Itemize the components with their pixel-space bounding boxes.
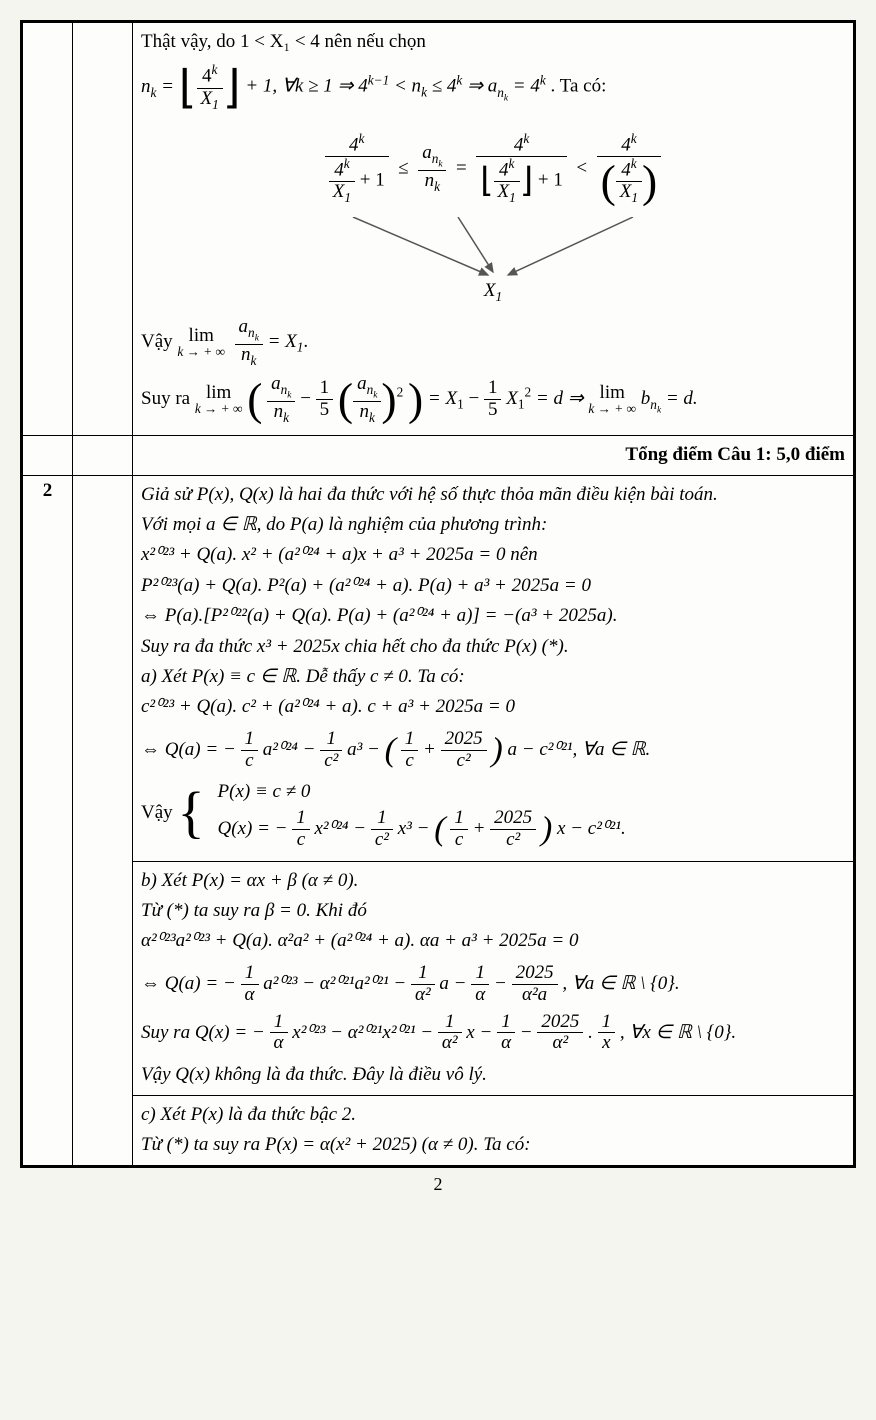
r2b-l6: Vậy Q(x) không là đa thức. Đây là điều v… [141, 1060, 845, 1090]
row2a-content: Giả sử P(x), Q(x) là hai đa thức với hệ … [133, 475, 854, 861]
row2-gap [73, 475, 133, 1165]
convergence-arrows [313, 217, 673, 297]
r2a-l5: ⇔ P(a).[P²⁰²²(a) + Q(a). P(a) + (a²⁰²⁴ +… [141, 601, 845, 631]
r2c-l2: Từ (*) ta suy ra P(x) = α(x² + 2025) (α … [141, 1130, 845, 1160]
r1-line2: nk = ⌊4kX1⌋ + 1, ∀k ≥ 1 ⇒ 4k−1 < nk ≤ 4k… [141, 63, 845, 112]
r2b-l1: b) Xét P(x) = αx + β (α ≠ 0). [141, 866, 845, 896]
r2c-l1: c) Xét P(x) là đa thức bậc 2. [141, 1100, 845, 1130]
r2a-l3: x²⁰²³ + Q(a). x² + (a²⁰²⁴ + a)x + a³ + 2… [141, 540, 845, 570]
row1-total: Tổng điểm Câu 1: 5,0 điểm [133, 436, 854, 475]
r2a-l4: P²⁰²³(a) + Q(a). P²(a) + (a²⁰²⁴ + a). P(… [141, 571, 845, 601]
r1-inequality-diagram: 4k 4kX1 + 1 ≤ ank nk = 4k ⌊4kX1⌋ + 1 < 4… [141, 132, 845, 307]
r1-vay-line: Vậy limk → + ∞ anknk = X1. [141, 317, 845, 368]
r2b-l2: Từ (*) ta suy ra β = 0. Khi đó [141, 896, 845, 926]
r2b-l4: ⇔ Q(a) = − 1α a²⁰²³ − α²⁰²¹a²⁰²¹ − 1α² a… [141, 963, 845, 1006]
solution-table: Thật vậy, do 1 < X₁ < 4 nên nếu chọn nk … [22, 22, 854, 1166]
row1b-gap [73, 436, 133, 475]
r1-line1: Thật vậy, do 1 < X₁ < 4 nên nếu chọn [141, 27, 845, 57]
r2a-l10: Vậy { P(x) ≡ c ≠ 0 Q(x) = − 1c x²⁰²⁴ − 1… [141, 777, 845, 850]
r2b-l5: Suy ra Q(x) = − 1α x²⁰²³ − α²⁰²¹x²⁰²¹ − … [141, 1012, 845, 1055]
r2a-l2: Với mọi a ∈ ℝ, do P(a) là nghiệm của phư… [141, 510, 845, 540]
row1-gap [73, 23, 133, 436]
row1-number [23, 23, 73, 436]
row2c-content: c) Xét P(x) là đa thức bậc 2. Từ (*) ta … [133, 1095, 854, 1165]
r2b-l3: α²⁰²³a²⁰²³ + Q(a). α²a² + (a²⁰²⁴ + a). α… [141, 926, 845, 956]
row2b-content: b) Xét P(x) = αx + β (α ≠ 0). Từ (*) ta … [133, 861, 854, 1095]
page-number: 2 [20, 1174, 856, 1195]
r2a-l1: Giả sử P(x), Q(x) là hai đa thức với hệ … [141, 480, 845, 510]
row1-content: Thật vậy, do 1 < X₁ < 4 nên nếu chọn nk … [133, 23, 854, 436]
row2-number: 2 [23, 475, 73, 1165]
document-page: Thật vậy, do 1 < X₁ < 4 nên nếu chọn nk … [20, 20, 856, 1168]
r2a-l6: Suy ra đa thức x³ + 2025x chia hết cho đ… [141, 632, 845, 662]
r1-suyra-line: Suy ra limk → + ∞ ( anknk − 15 (anknk)2 … [141, 374, 845, 425]
row1b-number [23, 436, 73, 475]
r2a-l7: a) Xét P(x) ≡ c ∈ ℝ. Dễ thấy c ≠ 0. Ta c… [141, 662, 845, 692]
r2a-l8: c²⁰²³ + Q(a). c² + (a²⁰²⁴ + a). c + a³ +… [141, 692, 845, 722]
r2a-l9: ⇔ Q(a) = − 1c a²⁰²⁴ − 1c² a³ − ( 1c + 20… [141, 729, 845, 772]
